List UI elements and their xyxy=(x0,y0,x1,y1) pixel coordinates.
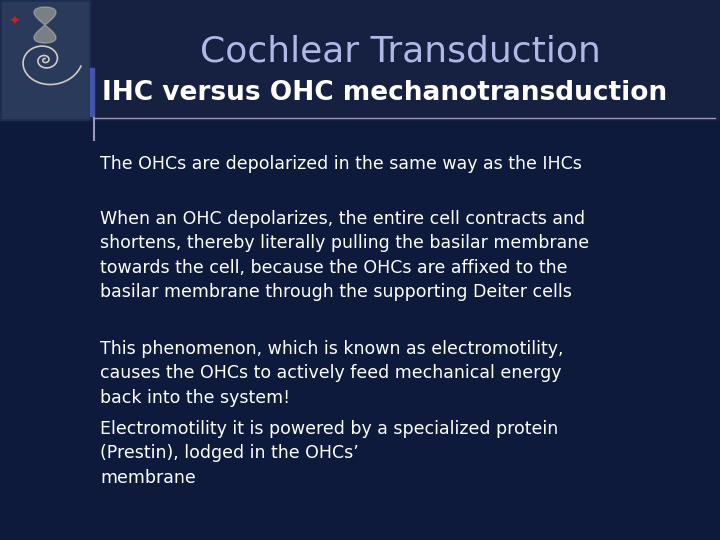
Text: Cochlear Transduction: Cochlear Transduction xyxy=(199,35,600,69)
Text: The OHCs are depolarized in the same way as the IHCs: The OHCs are depolarized in the same way… xyxy=(100,155,582,173)
Bar xyxy=(0,0,720,120)
Polygon shape xyxy=(34,7,56,43)
Bar xyxy=(0,0,90,120)
Text: IHC versus OHC mechanotransduction: IHC versus OHC mechanotransduction xyxy=(102,80,667,106)
Bar xyxy=(2,2,88,118)
Text: ✦: ✦ xyxy=(8,15,19,29)
Text: Electromotility it is powered by a specialized protein
(Prestin), lodged in the : Electromotility it is powered by a speci… xyxy=(100,420,558,487)
Text: When an OHC depolarizes, the entire cell contracts and
shortens, thereby literal: When an OHC depolarizes, the entire cell… xyxy=(100,210,589,301)
Bar xyxy=(90,68,94,116)
Text: This phenomenon, which is known as electromotility,
causes the OHCs to actively : This phenomenon, which is known as elect… xyxy=(100,340,564,407)
